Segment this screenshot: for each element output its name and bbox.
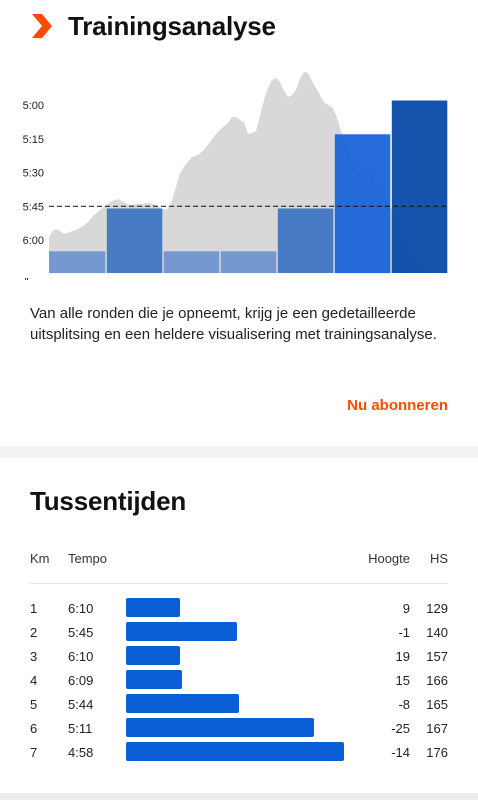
split-row: 4 6:09 15 166 — [0, 668, 478, 692]
split-heart-rate: 129 — [426, 601, 448, 616]
pace-bar — [220, 251, 277, 274]
split-pace-bar — [126, 670, 183, 689]
split-row: 1 6:10 9 129 — [0, 596, 478, 620]
header-divider — [30, 583, 448, 584]
split-km: 5 — [30, 697, 38, 712]
split-pace-bar — [126, 694, 240, 713]
split-heart-rate: 166 — [426, 673, 448, 688]
split-elevation: -1 — [398, 625, 410, 640]
split-heart-rate: 157 — [426, 649, 448, 664]
split-heart-rate: 140 — [426, 625, 448, 640]
split-elevation: -14 — [391, 745, 410, 760]
splits-title: Tussentijden — [30, 486, 187, 516]
split-pace-bar — [126, 742, 344, 761]
y-tick-label: 5:15 — [23, 134, 44, 146]
header-elevation: Hoogte — [368, 551, 410, 566]
split-km: 3 — [30, 649, 38, 664]
strava-chevron-icon — [32, 14, 52, 38]
pace-bar — [49, 251, 106, 274]
split-pace-bar — [126, 622, 237, 641]
split-elevation: 9 — [402, 601, 410, 616]
split-row: 2 5:45 -1 140 — [0, 620, 478, 644]
analysis-header: Trainingsanalyse — [30, 8, 276, 44]
subscribe-link[interactable]: Nu abonneren — [347, 397, 448, 414]
split-pace: 5:11 — [68, 721, 93, 736]
split-km: 4 — [30, 673, 38, 688]
pace-bar — [106, 208, 163, 273]
y-tick-label: 5:45 — [23, 201, 44, 213]
pace-bar — [391, 100, 448, 273]
splits-card: Tussentijden Km Tempo Hoogte HS 1 6:10 9… — [0, 458, 478, 793]
pace-bar — [277, 208, 334, 273]
header-heart-rate: HS — [429, 551, 448, 566]
y-tick-label: 5:00 — [23, 100, 44, 112]
pace-bar — [163, 251, 220, 274]
split-pace: 6:10 — [68, 649, 94, 664]
y-axis-ticks: 5:00 5:15 5:30 5:45 6:00/km. — [23, 100, 44, 280]
bottom-separator — [0, 793, 478, 800]
split-heart-rate: 165 — [426, 697, 448, 712]
split-km: 1 — [30, 601, 38, 616]
split-km: 7 — [30, 745, 38, 760]
split-row: 7 4:58 -14 176 — [0, 740, 478, 764]
split-elevation: 19 — [395, 649, 410, 664]
split-row: 6 5:11 -25 167 — [0, 716, 478, 740]
y-tick-label: /km. — [23, 277, 44, 280]
split-pace: 5:45 — [68, 625, 94, 640]
header-tempo: Tempo — [68, 551, 108, 566]
analysis-title: Trainingsanalyse — [68, 10, 276, 41]
pace-bar — [334, 134, 391, 274]
y-tick-label: 5:30 — [23, 168, 44, 180]
split-pace-bar — [126, 646, 180, 665]
split-km: 6 — [30, 721, 38, 736]
pace-bars — [49, 100, 448, 274]
split-heart-rate: 176 — [426, 745, 448, 760]
analysis-description: Van alle ronden die je opneemt, krijg je… — [30, 305, 437, 343]
split-pace: 6:10 — [68, 601, 94, 616]
split-pace: 5:44 — [68, 697, 94, 712]
split-pace-bar — [126, 598, 180, 617]
split-elevation: -8 — [398, 697, 410, 712]
header-km: Km — [30, 551, 50, 566]
split-row: 3 6:10 19 157 — [0, 644, 478, 668]
split-heart-rate: 167 — [426, 721, 448, 736]
training-analysis-card: Trainingsanalyse 5:00 5:15 5:30 5:45 6:00/km… — [0, 0, 478, 446]
split-elevation: -25 — [391, 721, 410, 736]
split-row: 5 5:44 -8 165 — [0, 692, 478, 716]
split-km: 2 — [30, 625, 38, 640]
split-pace: 6:09 — [68, 673, 94, 688]
pace-chart: 5:00 5:15 5:30 5:45 6:00/km. — [23, 72, 448, 280]
split-pace-bar — [126, 718, 315, 737]
split-pace: 4:58 — [68, 745, 94, 760]
split-elevation: 15 — [395, 673, 410, 688]
splits-table: 1 6:10 9 129 2 5:45 -1 140 3 6:10 19 157… — [0, 596, 478, 764]
y-tick-label: 6:00 — [23, 235, 44, 247]
